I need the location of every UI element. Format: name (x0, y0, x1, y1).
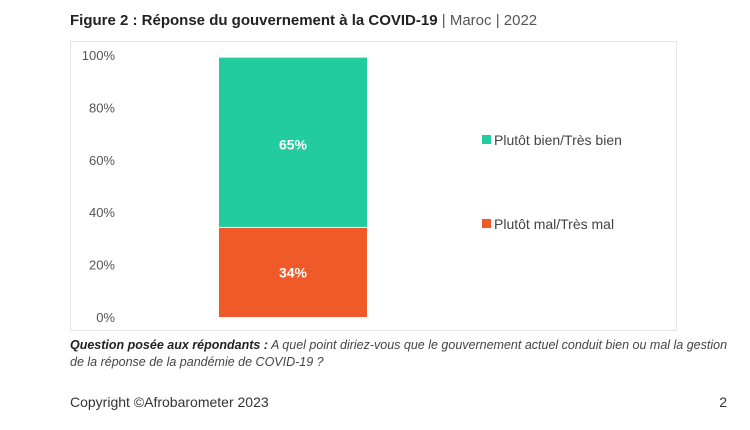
y-tick-label: 100% (82, 48, 116, 63)
title-separator: | (495, 12, 500, 29)
figure-title: Figure 2 : Réponse du gouvernement à la … (70, 12, 537, 29)
title-main: Figure 2 : Réponse du gouvernement à la … (70, 12, 438, 29)
legend: Plutôt bien/Très bien Plutôt mal/Très mal (482, 132, 622, 232)
bar-segment-negative (219, 227, 367, 317)
y-tick-label: 0% (96, 310, 115, 325)
data-label: 65% (279, 137, 308, 153)
legend-label: Plutôt mal/Très mal (494, 216, 614, 232)
legend-label: Plutôt bien/Très bien (494, 132, 622, 148)
legend-swatch (482, 135, 491, 144)
copyright-text: Copyright ©Afrobarometer 2023 (70, 394, 269, 410)
title-year: 2022 (503, 12, 538, 29)
question-label: Question posée aux répondants : (70, 338, 268, 352)
y-tick-label: 40% (89, 205, 115, 220)
bars: 34% 65% (219, 57, 367, 317)
y-tick-label: 60% (89, 153, 115, 168)
survey-question: Question posée aux répondants : A quel p… (70, 337, 735, 371)
y-tick-label: 20% (89, 258, 115, 273)
title-separator: | (441, 12, 446, 29)
y-tick-label: 80% (89, 100, 115, 115)
chart-frame (70, 41, 677, 331)
data-label: 34% (279, 264, 308, 280)
bar-segment-positive (219, 57, 367, 227)
question-text: A quel point diriez-vous que le gouverne… (70, 338, 728, 369)
title-country: Maroc (449, 12, 492, 29)
legend-swatch (482, 219, 491, 228)
y-axis-ticks: 0% 20% 40% 60% 80% 100% (82, 48, 116, 325)
page-number: 2 (719, 394, 727, 410)
